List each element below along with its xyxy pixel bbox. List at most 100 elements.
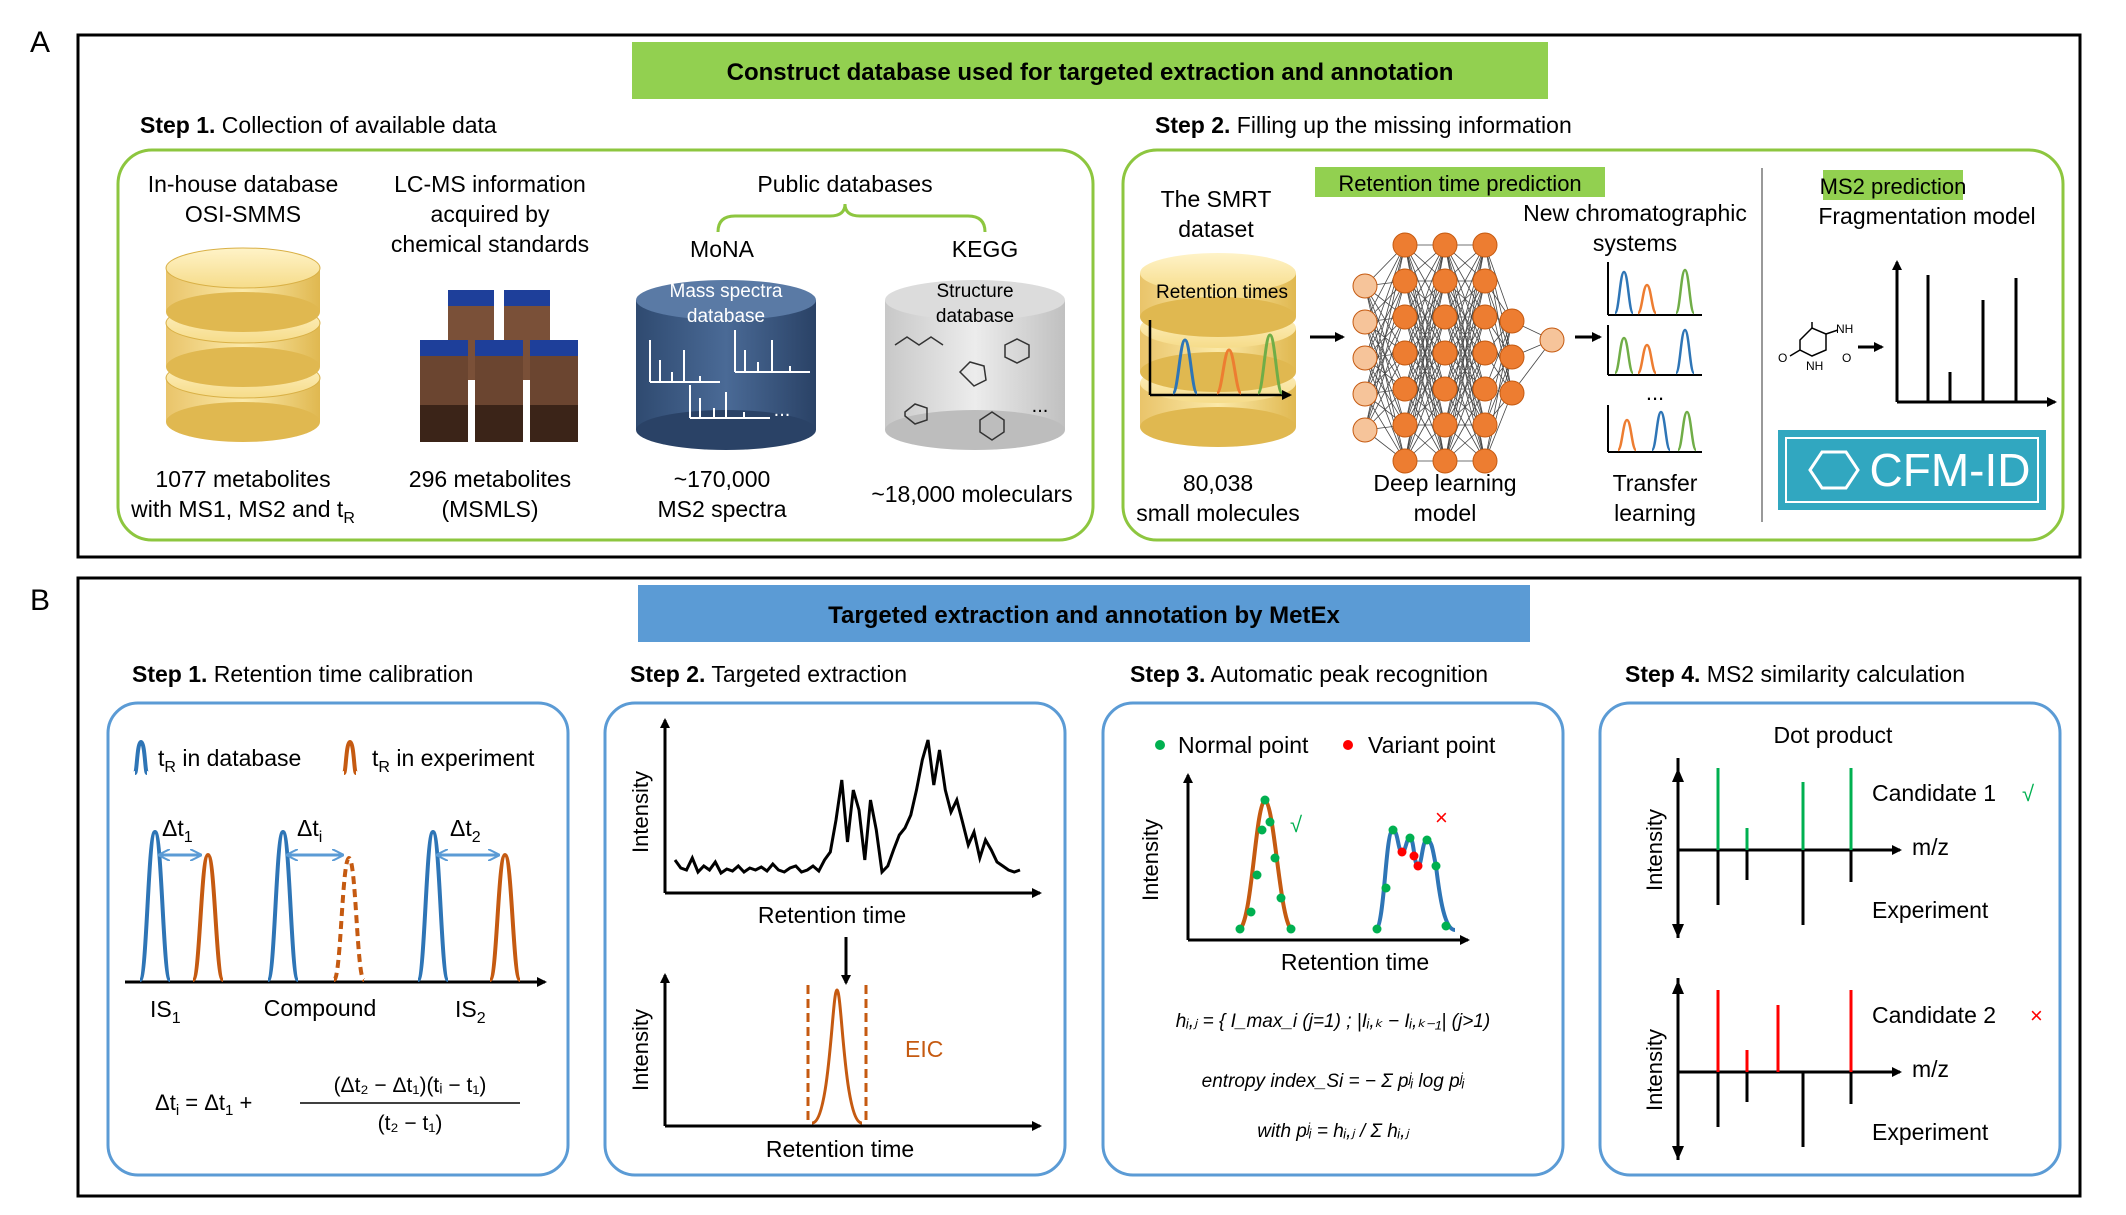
nn-edge [1404, 316, 1446, 462]
cfm-hexagon-icon [1808, 450, 1860, 490]
s3-intensity-label: Intensity [1138, 819, 1163, 901]
uracil-molecule-icon [1789, 322, 1839, 357]
deep-learning-line2: model [1414, 500, 1477, 526]
eic-peak [811, 988, 863, 1125]
retention-times-label: Retention times [1156, 282, 1288, 303]
rt-prediction-label-bg [1315, 167, 1605, 197]
legend-db-peak-icon [133, 739, 149, 775]
mol-o-left: O [1778, 351, 1787, 365]
nn-node [1432, 448, 1458, 474]
panel-a-banner-text: Construct database used for targeted ext… [727, 59, 1454, 86]
nn-node [1352, 417, 1378, 443]
inhouse-caption1: 1077 metabolites [155, 466, 330, 492]
nn-node [1392, 448, 1418, 474]
normal-peak-point [1270, 853, 1280, 863]
mona-label: MoNA [690, 236, 755, 262]
calibration-formula: Δti = Δt1 + (Δt₂ − Δt₁)(tᵢ − t₁) (t₂ − t… [155, 1074, 520, 1135]
nn-edge [1484, 320, 1513, 426]
formula-numerator: (Δt₂ − Δt₁)(tᵢ − t₁) [334, 1074, 487, 1097]
panel-b-letter: B [30, 584, 50, 617]
vials-icon [420, 290, 578, 442]
mirror1-mz-label: m/z [1912, 834, 1949, 860]
nn-node [1472, 232, 1498, 258]
cfm-id-text: CFM-ID [1870, 444, 2031, 496]
smrt-line1: The SMRT [1161, 186, 1272, 212]
nn-node [1472, 304, 1498, 330]
smrt-caption1: 80,038 [1183, 470, 1253, 496]
b-step4-box [1598, 701, 2062, 1177]
gold-database-icon [165, 247, 321, 442]
delta-t1-label: Δt1 [162, 815, 193, 846]
predicted-spectrum-icon [1892, 260, 2057, 407]
nn-node [1352, 273, 1378, 299]
compound-label: Compound [264, 995, 377, 1021]
normal-peak-point [1405, 833, 1415, 843]
normal-peak-point [1257, 825, 1267, 835]
variant-peak-point [1413, 861, 1423, 871]
nn-node [1499, 344, 1525, 370]
nn-node [1352, 309, 1378, 335]
nn-edge [1484, 320, 1513, 462]
new-systems-line2: systems [1593, 230, 1677, 256]
kegg-db-line1: Structure [936, 281, 1013, 302]
inhouse-caption2: with MS1, MS2 and tR [130, 496, 355, 527]
public-title: Public databases [757, 171, 932, 197]
nn-node [1432, 268, 1458, 294]
nn-node [1472, 340, 1498, 366]
panel-b-banner [638, 585, 1530, 642]
normal-peak-point [1265, 817, 1275, 827]
lcms-line3: chemical standards [391, 231, 589, 257]
kegg-label: KEGG [952, 236, 1018, 262]
nn-node [1432, 376, 1458, 402]
s4-intensity-label-2: Intensity [1642, 1029, 1667, 1111]
delta-ti-label: Δti [297, 815, 322, 846]
normal-peak-point [1276, 893, 1286, 903]
kegg-cylinder-icon: Structure database ... [885, 280, 1065, 450]
nn-edge [1364, 352, 1406, 431]
nn-edge [1484, 244, 1513, 322]
mona-caption1: ~170,000 [674, 466, 771, 492]
nn-edge [1404, 244, 1446, 354]
inhouse-line1: In-house database [148, 171, 339, 197]
nn-edge [1444, 316, 1486, 462]
nn-node [1472, 448, 1498, 474]
variant-peak-point [1397, 847, 1407, 857]
chromatogram-ellipsis: ... [1646, 380, 1664, 405]
public-brace [716, 203, 987, 233]
ms2-prediction-label: MS2 prediction [1820, 174, 1967, 199]
normal-peak-point [1260, 795, 1270, 805]
s3-rt-label: Retention time [1281, 949, 1429, 975]
normal-peak-point [1422, 835, 1432, 845]
mirror1-peaks [1716, 768, 1853, 925]
nn-node [1432, 304, 1458, 330]
mirror1-experiment-label: Experiment [1872, 897, 1989, 923]
normal-peak-point [1388, 825, 1398, 835]
cfm-id-logo [1778, 430, 2046, 510]
nn-node [1392, 412, 1418, 438]
normal-peak-point [1381, 883, 1391, 893]
nn-edge [1364, 244, 1406, 323]
normal-peak-point [1431, 861, 1441, 871]
b-step2-box [603, 701, 1067, 1177]
nn-edge [1404, 352, 1446, 462]
mol-o-right: O [1842, 351, 1851, 365]
nn-node [1392, 268, 1418, 294]
nn-edge [1364, 280, 1406, 431]
s3-cross-mark: × [1435, 805, 1448, 830]
mirror2-experiment-label: Experiment [1872, 1119, 1989, 1145]
kegg-db-line2: database [936, 306, 1014, 327]
eq-entropy: entropy index_Si = − Σ pʲᵢ log pʲᵢ [1202, 1071, 1465, 1092]
mirror2-peaks [1716, 990, 1853, 1147]
b-step1-box [106, 701, 570, 1177]
nn-edge [1364, 244, 1406, 359]
dot-product-label: Dot product [1774, 722, 1894, 748]
transfer-line2: learning [1614, 500, 1696, 526]
kegg-caption: ~18,000 moleculars [871, 481, 1072, 507]
calibration-plot [125, 829, 547, 987]
nn-node [1352, 345, 1378, 371]
panel-b-frame [76, 576, 2082, 1198]
s3-axes [1186, 775, 1468, 940]
lcms-line2: acquired by [431, 201, 550, 227]
candidate2-label: Candidate 2 [1872, 1002, 1996, 1028]
